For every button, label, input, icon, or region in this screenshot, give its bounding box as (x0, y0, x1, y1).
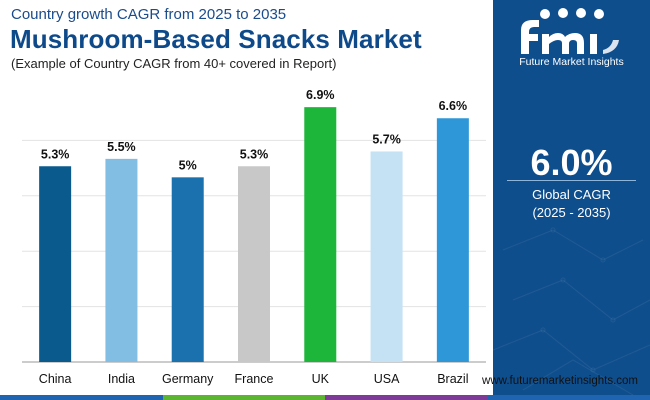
data-label-uk: 6.9% (306, 88, 335, 102)
chart-subtitle: Country growth CAGR from 2025 to 2035 (11, 6, 287, 23)
global-cagr-label: Global CAGR (532, 187, 611, 202)
kpi-panel: Future Market Insights 6.0% Global CAGR … (493, 0, 650, 400)
bar-germany (171, 177, 204, 362)
labels: 5.3% China 5.5% India 5% Germany 5.3% France 6.9… (39, 88, 469, 386)
data-label-india: 5.5% (107, 140, 136, 154)
strip-segment (162, 395, 325, 400)
bar-china (39, 166, 72, 362)
tick-label-usa: USA (374, 372, 400, 386)
fmi-logo (521, 8, 619, 54)
strip-segment (325, 395, 488, 400)
logo-dot-icon (540, 9, 550, 19)
chart-title: Mushroom-Based Snacks Market (10, 24, 422, 54)
global-cagr-value: 6.0% (530, 142, 613, 183)
data-label-usa: 5.7% (372, 132, 401, 146)
chart-note: (Example of Country CAGR from 40+ covere… (11, 56, 337, 71)
tick-label-germany: Germany (162, 372, 214, 386)
bar-india (105, 158, 138, 362)
tick-label-india: India (108, 372, 135, 386)
bar-france (238, 166, 270, 362)
logo-dot-icon (576, 8, 586, 18)
strip-segment (487, 395, 650, 400)
bar-usa (370, 151, 403, 362)
data-label-brazil: 6.6% (439, 99, 468, 113)
tick-label-france: France (235, 372, 274, 386)
panel-divider (507, 180, 636, 181)
global-cagr-period: (2025 - 2035) (532, 205, 611, 220)
data-label-germany: 5% (179, 158, 197, 172)
logo-dot-icon (558, 8, 568, 18)
bar-chart: 5.3% China 5.5% India 5% Germany 5.3% France 6.9… (22, 88, 486, 386)
logo-text: Future Market Insights (519, 56, 624, 68)
data-label-france: 5.3% (240, 147, 269, 161)
bar-uk (304, 107, 337, 362)
strip-segment (0, 395, 163, 400)
footer-url[interactable]: www.futuremarketinsights.com (482, 375, 638, 387)
panel-decoration (493, 227, 650, 396)
bars (39, 107, 469, 363)
tick-label-uk: UK (312, 372, 330, 386)
bar-brazil (436, 118, 469, 363)
logo-dot-icon (594, 9, 604, 19)
tick-label-brazil: Brazil (437, 372, 468, 386)
data-label-china: 5.3% (41, 147, 70, 161)
bottom-color-strip (0, 395, 650, 400)
tick-label-china: China (39, 372, 72, 386)
